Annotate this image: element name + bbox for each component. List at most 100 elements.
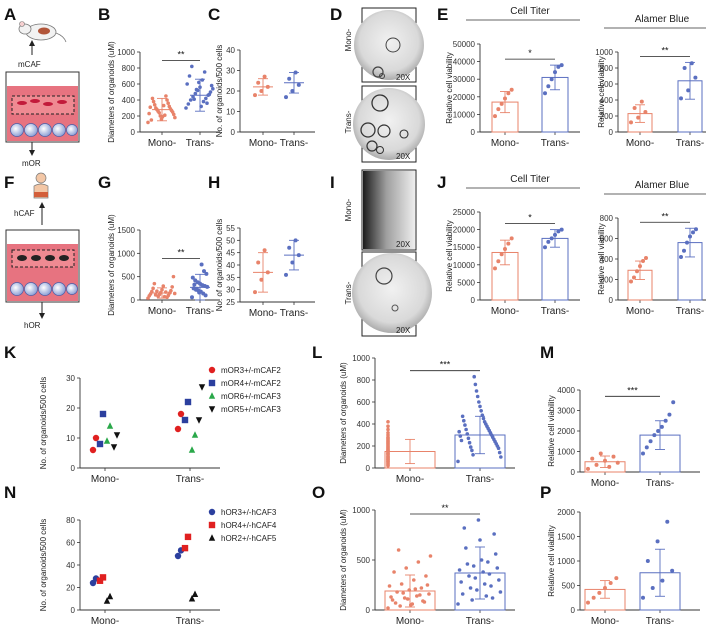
y-tick-label: 1500 (117, 226, 135, 235)
data-point (479, 409, 483, 413)
data-point (405, 597, 410, 601)
data-point (184, 533, 192, 541)
chart-L: 0 200 400 600 800 1000 Mono- Trans- Diameters of… (339, 354, 515, 485)
y-tick-label: 0 (609, 296, 614, 305)
data-point (553, 232, 557, 237)
x-tick-label: Trans- (280, 308, 309, 319)
x-tick-label: Trans- (186, 138, 215, 149)
chart-P: 0 500 1000 1500 2000 Mono- Trans- Relative cell… (547, 508, 700, 627)
x-tick-label: Trans- (541, 306, 570, 317)
data-point (191, 431, 199, 438)
data-point (197, 80, 201, 85)
data-point (209, 83, 214, 88)
data-point (493, 114, 497, 119)
data-point (387, 584, 392, 588)
data-point (256, 260, 261, 265)
y-tick-label: 2000 (557, 427, 575, 436)
data-point (652, 433, 657, 438)
x-tick-label: Trans- (646, 616, 675, 627)
y-tick-label: 3000 (557, 407, 575, 416)
data-point (191, 590, 199, 597)
data-point (482, 582, 487, 586)
data-point (474, 389, 479, 393)
y-axis-label: Diameters of organoids (uM) (339, 509, 348, 611)
data-point (396, 548, 401, 552)
data-point (671, 400, 676, 405)
panel-label-H: H (208, 173, 220, 192)
chart-J2: 0 200 400 600 800 Mono- Trans- Relative cell vi… (597, 180, 706, 317)
x-tick-label: Mono- (591, 478, 619, 489)
y-axis-label: Relative cell viability (445, 52, 454, 124)
data-point (686, 88, 691, 93)
significance-marker: ** (661, 211, 669, 221)
data-point (499, 101, 504, 106)
data-point (650, 585, 655, 590)
y-tick-label: 200 (600, 276, 614, 285)
panel-label-J: J (437, 173, 446, 192)
data-point (160, 115, 165, 119)
legend-label: mOR6+/-mCAF3 (221, 392, 281, 401)
panel-label-D: D (330, 5, 342, 24)
data-point (586, 466, 590, 471)
y-tick-label: 0 (131, 128, 136, 137)
chart-title: Cell Titer (510, 174, 550, 185)
significance-marker: ** (177, 49, 185, 59)
y-tick-label: 25000 (453, 208, 476, 217)
x-tick-label: Mono- (591, 616, 619, 627)
data-point (177, 410, 185, 418)
panel-label-F: F (4, 173, 14, 192)
data-point (473, 382, 478, 387)
x-tick-label: Trans- (541, 138, 570, 149)
y-tick-label: 1000 (117, 249, 135, 258)
data-point (398, 604, 402, 608)
data-point (660, 578, 665, 583)
y-tick-label: 1000 (117, 48, 135, 57)
data-point (191, 286, 196, 291)
data-point (155, 289, 159, 293)
data-point (190, 295, 194, 300)
data-point (193, 91, 198, 96)
data-point (635, 269, 639, 274)
data-point (165, 98, 169, 102)
data-point (471, 564, 476, 568)
data-point (413, 587, 418, 591)
data-point (478, 538, 482, 542)
data-point (201, 99, 206, 104)
data-point (411, 578, 416, 582)
data-point (199, 262, 204, 267)
data-point (462, 526, 467, 530)
data-point (172, 291, 177, 296)
panel-label-N: N (4, 483, 16, 502)
x-tick-label: Mono- (148, 138, 176, 149)
data-point (166, 101, 170, 105)
y-axis-label: No. of organoids/500 cells (215, 219, 224, 312)
y-tick-label: 200 (122, 112, 136, 121)
x-tick-label: Mono- (626, 306, 654, 317)
y-tick-label: 20 (226, 87, 235, 96)
data-point (407, 588, 412, 592)
data-point (169, 288, 173, 293)
data-point (186, 102, 191, 106)
data-point (586, 600, 590, 605)
data-point (287, 76, 292, 81)
schematic-A-cell-label: mCAF (18, 60, 41, 69)
panel-label-P: P (540, 483, 551, 502)
data-point (416, 560, 421, 564)
data-point (456, 602, 460, 606)
data-point (615, 460, 620, 465)
y-tick-label: 600 (357, 398, 371, 407)
data-point (392, 570, 396, 574)
data-point (386, 451, 390, 456)
data-point (194, 286, 199, 291)
legend-label: hOR4+/-hCAF4 (221, 521, 277, 530)
data-point (265, 84, 270, 89)
data-point (475, 394, 480, 399)
data-point (498, 590, 503, 594)
y-tick-label: 1000 (557, 557, 575, 566)
chart-G: 0 500 1000 1500 Mono- Trans- Diameters of orga… (107, 214, 220, 317)
x-tick-label: Trans- (676, 138, 705, 149)
chart-B: 0 200 400 600 800 1000 Mono- Trans- Diameters of… (107, 41, 220, 149)
chart-title: Alamer Blue (635, 14, 690, 25)
I-row-trans: Trans- (344, 281, 353, 304)
data-point (162, 294, 167, 299)
